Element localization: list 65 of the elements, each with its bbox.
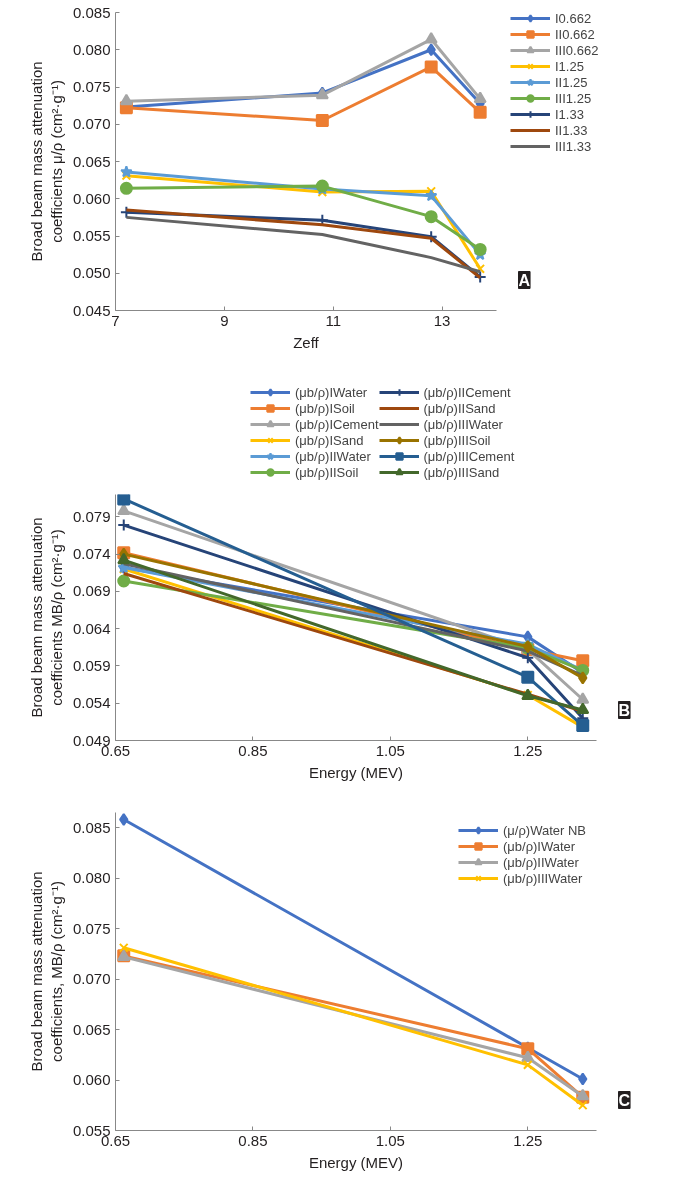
legend-label: III0.662 — [555, 42, 599, 58]
x-tick-label: 13 — [433, 311, 451, 329]
y-tick-label: 0.070 — [72, 970, 111, 988]
legend-label: (μb/ρ)ISoil — [295, 400, 355, 416]
legend-label: (μb/ρ)IIWater — [502, 854, 579, 870]
x-tick-label: 7 — [111, 311, 120, 329]
y-tick-label: 0.080 — [72, 40, 111, 58]
y-tick-label: 0.060 — [72, 1071, 111, 1089]
legend-label: III1.25 — [555, 90, 592, 106]
legend-label: (μb/ρ)IISand — [423, 400, 496, 416]
y-tick-label: 0.075 — [72, 919, 111, 937]
y-tick-label: 0.060 — [72, 189, 111, 207]
y-tick-label: 0.085 — [72, 3, 111, 21]
legend-label: II1.33 — [555, 122, 588, 138]
y-tick-label: 0.085 — [72, 818, 111, 836]
legend-label: III1.33 — [555, 138, 592, 154]
legend-label: (μb/ρ)ISand — [295, 432, 364, 448]
y-tick-label: 0.079 — [72, 507, 111, 525]
legend-label: II1.25 — [555, 74, 588, 90]
legend-label: (μb/ρ)IIISoil — [423, 432, 491, 448]
text: A — [518, 271, 531, 289]
y-tick-label: 0.055 — [72, 227, 111, 244]
x-tick-label: 1.25 — [513, 1131, 543, 1149]
y-tick-label: 0.074 — [72, 545, 111, 563]
x-axis-title: Energy (MEV) — [308, 763, 404, 781]
legend-label: II0.662 — [555, 26, 595, 42]
x-axis-title: Zeff — [293, 333, 320, 351]
x-tick-label: 0.85 — [238, 741, 268, 759]
x-tick-label: 1.05 — [375, 1131, 405, 1149]
y-tick-label: 0.045 — [72, 301, 111, 319]
y-axis-title: Broad beam mass attenuation coefficients MB/ρ (cm²·g⁻¹) — [27, 517, 65, 718]
legend-label: (μb/ρ)IICement — [423, 384, 511, 400]
y-axis-title: Broad beam mass attenuation coefficients μ/ρ (cm²·g⁻¹) — [27, 61, 65, 262]
legend-label: (μb/ρ)ICement — [295, 416, 379, 432]
y-tick-label: 0.050 — [72, 264, 111, 282]
y-tick-label: 0.054 — [72, 694, 111, 712]
y-tick-label: 0.065 — [72, 152, 111, 170]
legend-label: (μb/ρ)IIWater — [295, 448, 371, 464]
y-tick-label: 0.065 — [72, 1020, 111, 1038]
y-tick-label: 0.064 — [72, 619, 111, 637]
y-tick-label: 0.059 — [72, 656, 111, 674]
text: B — [618, 701, 631, 719]
text: C — [618, 1091, 631, 1109]
y-tick-label: 0.075 — [72, 78, 111, 95]
y-tick-label: 0.070 — [72, 115, 111, 133]
x-tick-label: 0.85 — [238, 1131, 268, 1149]
legend-label: (μb/ρ)IIIWater — [502, 870, 583, 886]
legend-label: I0.662 — [555, 11, 592, 26]
y-tick-label: 0.080 — [72, 869, 111, 887]
y-tick-label: 0.069 — [72, 582, 111, 600]
legend-label: (μb/ρ)IWater — [295, 384, 368, 400]
legend-label: I1.33 — [555, 106, 584, 122]
legend-label: (μb/ρ)IIISand — [423, 464, 500, 480]
x-tick-label: 1.25 — [513, 741, 543, 759]
legend-label: (μ/ρ)Water NB — [502, 822, 586, 838]
legend-label: (μb/ρ)IIIWater — [423, 416, 503, 432]
x-tick-label: 9 — [220, 311, 229, 329]
legend-label: I1.25 — [555, 58, 584, 74]
legend-label: (μb/ρ)IWater — [502, 838, 576, 854]
y-axis-title: Broad beam mass attenuation coefficients, MB/ρ (cm²·g⁻¹) — [27, 871, 65, 1072]
legend-label: (μb/ρ)IIICement — [423, 448, 515, 464]
legend-label: (μb/ρ)IISoil — [295, 464, 359, 480]
x-axis-title: Energy (MEV) — [308, 1153, 404, 1171]
x-tick-label: 11 — [325, 311, 342, 329]
x-tick-label: 1.05 — [375, 741, 405, 759]
